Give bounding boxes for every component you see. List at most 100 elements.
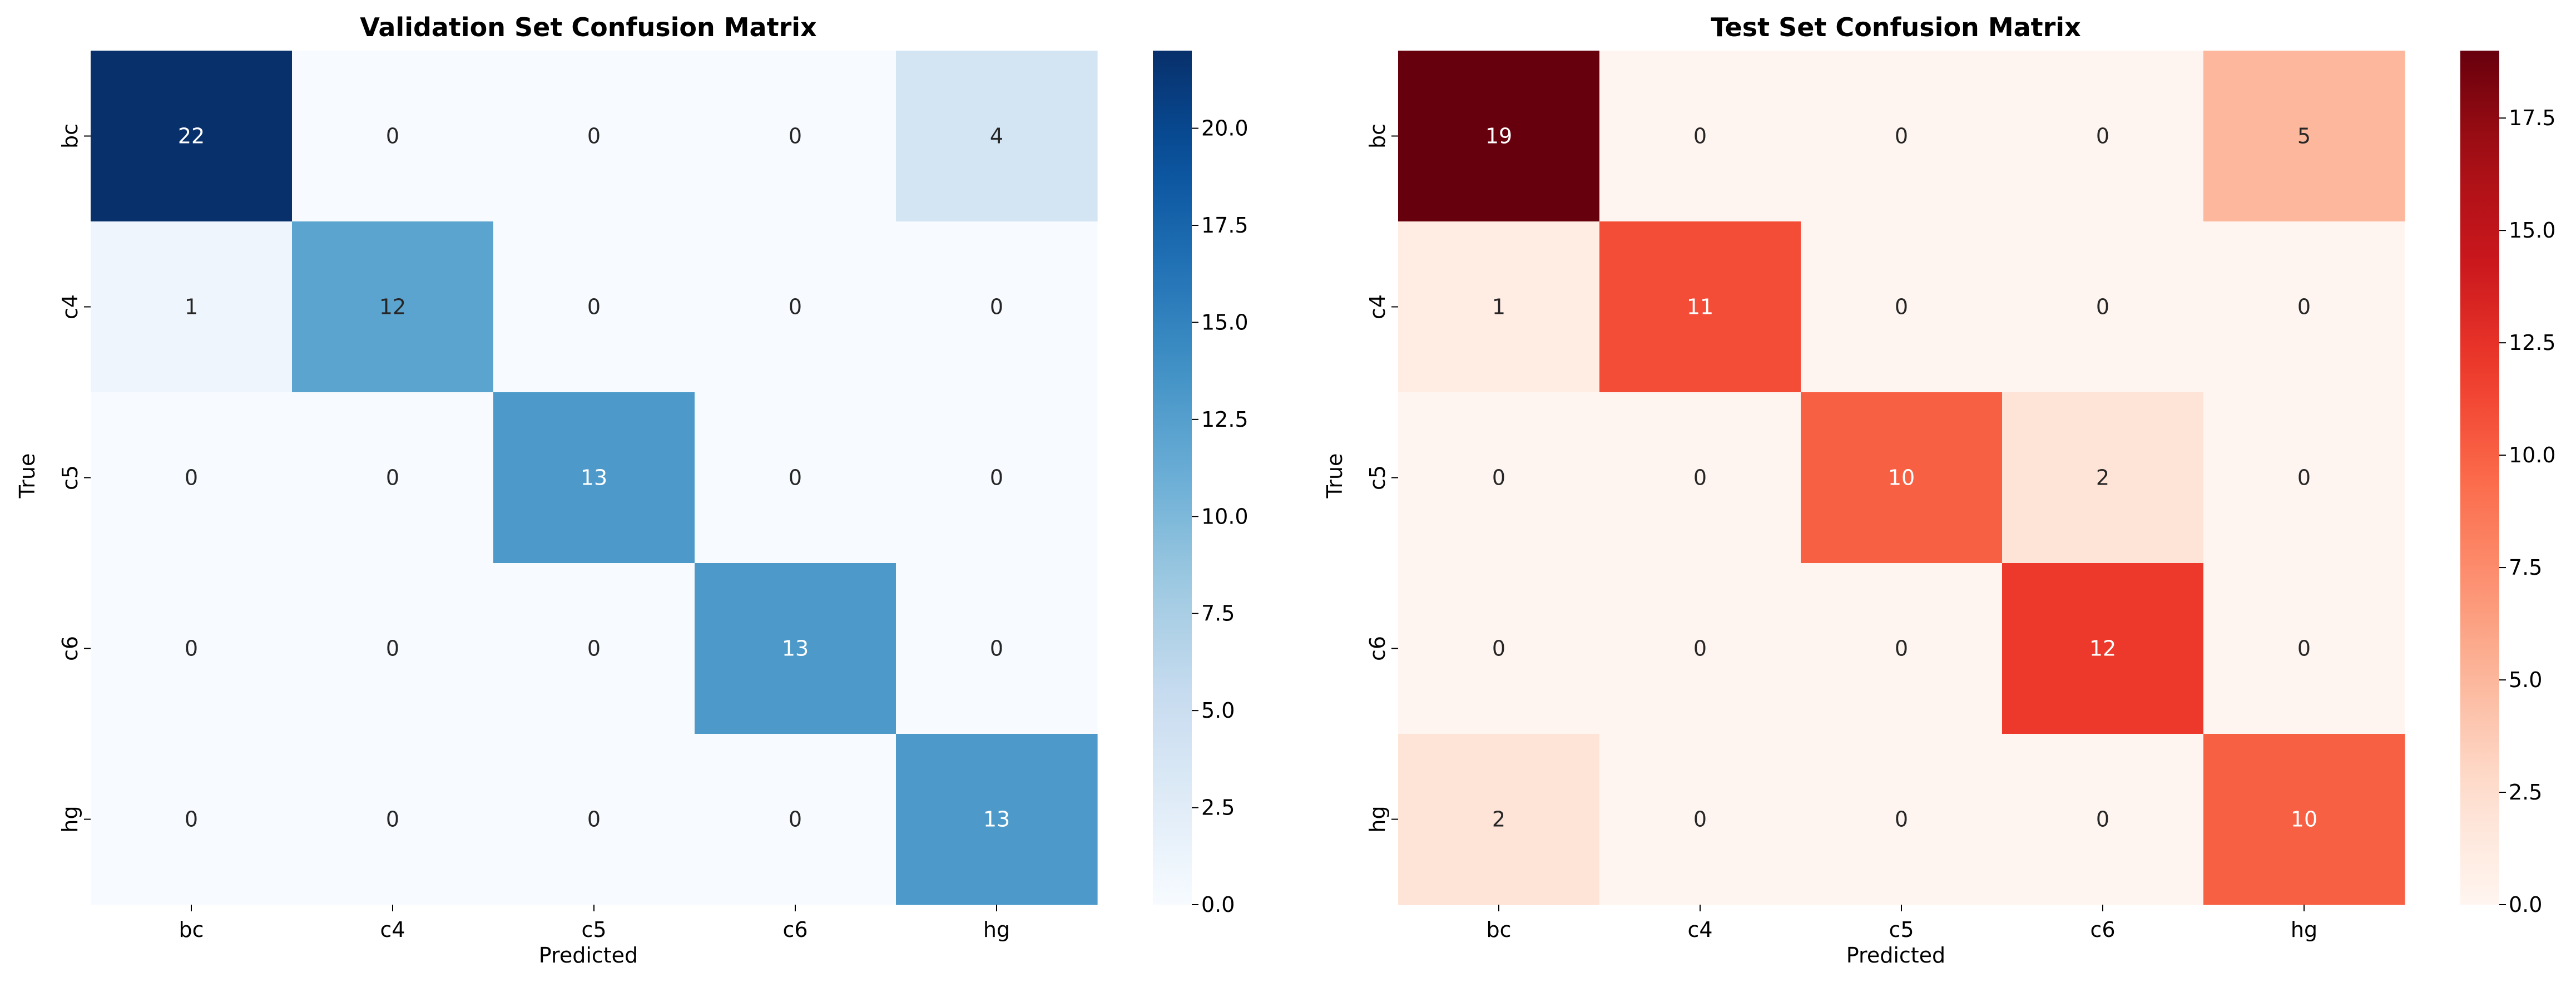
test-heatmap-panel: Test Set Confusion Matrix 19 0 0 0 51 11 0 0 00 0… [1322,12,2556,968]
heatmap-cell [1398,734,1600,905]
heatmap-cell [292,734,494,905]
cell-value-label: 0 [2297,636,2311,661]
x-tick-label: c6 [2090,917,2115,942]
colorbar-tick-label: 10.0 [1201,504,1249,529]
cell-value-label: 0 [990,636,1003,661]
x-tick-label: c4 [380,917,405,942]
heatmap-cell [2002,221,2204,393]
y-axis-label: True [1322,453,1347,499]
heatmap-cell [292,563,494,734]
colorbar-tick-label: 10.0 [2509,443,2556,467]
y-tick-label: hg [1365,806,1390,832]
cell-value-label: 5 [2297,124,2311,149]
heatmap-cell [2002,51,2204,222]
heatmap-cell [1599,734,1801,905]
x-tick-label: c6 [782,917,808,942]
cell-value-label: 22 [178,124,205,149]
heatmap-cell [1801,734,2003,905]
cell-value-label: 0 [789,807,802,832]
heatmap-cells [91,51,1098,905]
heatmap-cell [1398,221,1600,393]
heatmap-cell [896,392,1098,564]
cell-value-label: 0 [587,295,601,319]
cell-value-label: 0 [2297,295,2311,319]
heatmap-cell [695,51,896,222]
heatmap-cell [1801,221,2003,393]
heatmap-cell [1398,51,1600,222]
heatmap-cell [493,563,695,734]
cell-value-label: 4 [990,124,1003,149]
cell-value-label: 0 [1895,295,1908,319]
cell-annotations: 19 0 0 0 51 11 0 0 00 0 10 2 00 0 0 12 02 0 0 0 10 [1485,124,2317,832]
cell-value-label: 0 [2297,466,2311,490]
colorbar-tick-label: 5.0 [2509,668,2542,692]
y-tick-label: hg [58,806,82,832]
y-tick-label: c6 [58,636,82,661]
heatmap-cell [695,734,896,905]
colorbar [2460,51,2499,905]
heatmap-cell [292,51,494,222]
validation-heatmap-panel: Validation Set Confusion Matrix 22 0 0 0 4 1 1… [15,12,1249,968]
x-axis-label: Predicted [1846,943,1945,968]
cell-annotations: 22 0 0 0 4 1 12 0 0 0 0 0 13 0 0 0 0 0 13 0 0 0 0 0 13 [178,124,1010,832]
cell-value-label: 10 [2291,807,2317,832]
heatmap-cell [2203,51,2405,222]
colorbar-tick-label: 15.0 [2509,218,2556,243]
cell-value-label: 0 [1693,466,1707,490]
y-tick-label: bc [58,124,82,149]
cell-value-label: 0 [386,124,399,149]
colorbar-tick-label: 2.5 [2509,780,2542,805]
y-axis-label: True [15,453,39,499]
cell-value-label: 0 [587,636,601,661]
y-tick-label: c4 [58,294,82,319]
colorbar-ticks: 0.0 2.5 5.0 7.5 10.0 12.5 15.0 17.5 [2499,106,2556,917]
heatmap-cell [91,734,293,905]
heatmap-cell [292,392,494,564]
heatmap-cell [1599,51,1801,222]
heatmap-cell [695,221,896,393]
colorbar-ticks: 0.0 2.5 5.0 7.5 10.0 12.5 15.0 17.5 20.0 [1192,116,1249,917]
cell-value-label: 0 [185,466,198,490]
colorbar-tick-label: 12.5 [2509,330,2556,355]
chart-title: Validation Set Confusion Matrix [360,12,816,42]
heatmap-cell [2002,392,2204,564]
cell-value-label: 0 [386,466,399,490]
heatmap-cell [896,563,1098,734]
cell-value-label: 0 [1492,636,1505,661]
y-tick-label: c5 [58,465,82,490]
heatmap-cell [695,563,896,734]
heatmap-cells [1398,51,2405,905]
x-tick-label: bc [1486,917,1511,942]
colorbar-tick-label: 5.0 [1201,698,1235,723]
cell-value-label: 0 [990,295,1003,319]
heatmap-cell [2203,392,2405,564]
cell-value-label: 0 [386,807,399,832]
cell-value-label: 0 [1693,807,1707,832]
heatmap-cell [1801,392,2003,564]
y-tick-label: c6 [1365,636,1390,661]
cell-value-label: 0 [789,124,802,149]
colorbar-tick-label: 17.5 [2509,106,2556,130]
cell-value-label: 0 [185,636,198,661]
x-tick-label: bc [179,917,204,942]
cell-value-label: 19 [1485,124,1512,149]
cell-value-label: 2 [2096,466,2109,490]
cell-value-label: 0 [1895,124,1908,149]
colorbar-tick-label: 20.0 [1201,116,1249,141]
heatmap-cell [896,51,1098,222]
cell-value-label: 0 [1895,807,1908,832]
colorbar-tick-label: 0.0 [2509,892,2542,917]
y-tick-label: bc [1365,124,1390,149]
cell-value-label: 0 [386,636,399,661]
y-tick-labels: bc c4 c5 c6 hg [58,124,91,833]
cell-value-label: 13 [581,466,607,490]
x-tick-label: hg [983,917,1010,942]
heatmap-cell [896,221,1098,393]
heatmap-cell [1599,221,1801,393]
colorbar-tick-label: 7.5 [2509,555,2542,580]
cell-value-label: 1 [185,295,198,319]
x-tick-label: c5 [581,917,606,942]
heatmap-cell [493,392,695,564]
heatmap-cell [2203,734,2405,905]
heatmap-cell [493,734,695,905]
